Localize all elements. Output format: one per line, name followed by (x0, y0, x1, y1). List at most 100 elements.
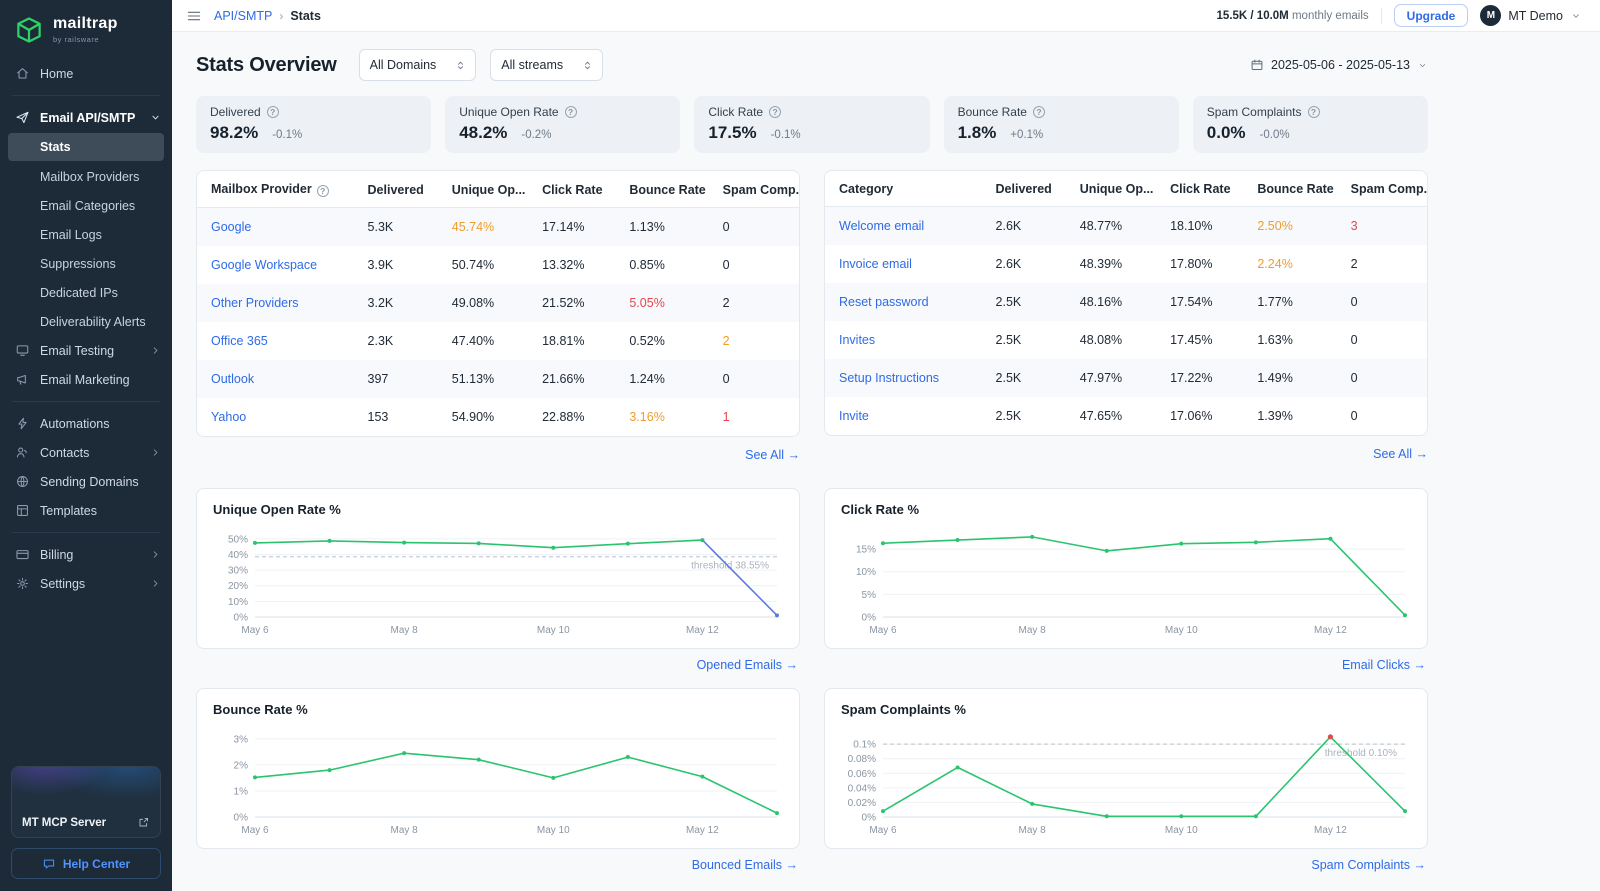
table-header-row: Category Delivered Unique Op... Click Rate B… (825, 171, 1427, 207)
table-cell: Yahoo (197, 398, 354, 436)
sidebar-item-deliverability-alerts[interactable]: Deliverability Alerts (0, 307, 172, 336)
column-header-bounce-rate: Bounce Rate (1243, 171, 1336, 207)
sidebar-item-dedicated-ips[interactable]: Dedicated IPs (0, 278, 172, 307)
sidebar-item-contacts[interactable]: Contacts (0, 438, 172, 467)
topbar-right: 15.5K / 10.0M monthly emails Upgrade M M… (1217, 4, 1582, 27)
help-icon[interactable]: ? (564, 106, 577, 118)
table-cell: 17.06% (1170, 409, 1213, 423)
table-cell: 1 (722, 410, 730, 424)
help-icon[interactable]: ? (266, 106, 279, 118)
chart-block-spam-complaints: Spam Complaints % 0% 0.02% 0.04% 0.06% 0.08% 0… (824, 688, 1428, 886)
see-all-link-email-categories[interactable]: See All → (1373, 447, 1428, 461)
row-link-welcome-email[interactable]: Welcome email (839, 219, 925, 233)
see-all-link-mailbox-providers[interactable]: See All → (745, 448, 800, 462)
sidebar-item-home[interactable]: Home (0, 59, 172, 88)
select-arrows-icon (454, 59, 467, 72)
mailbox-providers-table: Mailbox Provider? Delivered Unique Op... Cl… (196, 170, 800, 437)
help-center-button[interactable]: Help Center (11, 848, 161, 879)
chevron-down-icon (149, 111, 162, 124)
chart-canvas: 0% 5% 10% 15% May 6 May 8 May 10 May 12 (856, 534, 1407, 636)
table-cell: Invites (825, 321, 982, 359)
table-cell: Reset password (825, 283, 982, 321)
row-link-invite[interactable]: Invite (839, 409, 869, 423)
svg-text:0%: 0% (862, 813, 877, 824)
sidebar-item-stats[interactable]: Stats (8, 133, 164, 161)
date-range-picker[interactable]: 2025-05-06 - 2025-05-13 (1250, 58, 1428, 72)
mcp-server-row: MT MCP Server (22, 816, 150, 829)
chart-link-bounced-emails[interactable]: Bounced Emails → (691, 858, 798, 872)
row-link-google[interactable]: Google (211, 220, 252, 234)
brand-logo[interactable]: mailtrap by railsware (0, 0, 172, 57)
stat-delta: +0.1% (1010, 129, 1044, 141)
chevron-right-icon (149, 577, 162, 590)
row-link-google-workspace[interactable]: Google Workspace (211, 258, 318, 272)
row-link-setup-instructions[interactable]: Setup Instructions (839, 371, 940, 385)
domains-icon (15, 474, 30, 489)
breadcrumb-section[interactable]: API/SMTP (214, 8, 273, 23)
email-categories-table: Category Delivered Unique Op... Click Rate B… (824, 170, 1428, 436)
sidebar-item-email-categories[interactable]: Email Categories (0, 191, 172, 220)
chart-title: Click Rate % (841, 502, 920, 517)
billing-icon (15, 547, 30, 562)
chart-link-opened-emails[interactable]: Opened Emails → (696, 658, 798, 672)
chart-link-email-clicks[interactable]: Email Clicks → (1341, 658, 1426, 672)
help-icon[interactable]: ? (1032, 106, 1045, 118)
row-link-office-365[interactable]: Office 365 (211, 334, 268, 348)
table-cell: 17.80% (1170, 257, 1213, 271)
row-link-yahoo[interactable]: Yahoo (211, 410, 247, 424)
sidebar-item-email-testing[interactable]: Email Testing (0, 336, 172, 365)
sidebar-item-email-marketing[interactable]: Email Marketing (0, 365, 172, 394)
column-header-label: Spam Comp... (1350, 182, 1427, 196)
help-icon[interactable]: ? (1307, 106, 1320, 118)
stat-delta: -0.1% (770, 129, 801, 141)
chart-canvas: 0% 0.02% 0.04% 0.06% 0.08% 0.1% threshold 0.10… (848, 734, 1407, 836)
upgrade-button[interactable]: Upgrade (1393, 4, 1469, 27)
see-all-row: See All → (196, 446, 800, 464)
streams-select[interactable]: All streams (490, 49, 604, 81)
mcp-server-link[interactable]: MT MCP Server (11, 766, 161, 838)
table-cell: 48.08% (1079, 333, 1123, 347)
row-link-outlook[interactable]: Outlook (211, 372, 255, 386)
table-row-google-workspace: Google Workspace 3.9K 50.74% 13.32% 0.85% 0 (197, 246, 799, 284)
automations-icon (15, 416, 30, 431)
sidebar-nav: Home Email API/SMTP Stats Mailbox Providers… (0, 57, 172, 598)
sidebar-item-templates[interactable]: Templates (0, 496, 172, 525)
domains-select[interactable]: All Domains (358, 49, 477, 81)
stat-cards: Delivered? 98.2% -0.1% Unique Open Rate? 48.… (196, 96, 1428, 153)
column-header-click-rate: Click Rate (528, 171, 615, 208)
marketing-icon (15, 372, 30, 387)
chart-title: Bounce Rate % (213, 702, 308, 717)
help-icon[interactable]: ? (769, 106, 782, 118)
column-header-delivered: Delivered (354, 171, 438, 208)
table-cell: 3.9K (367, 258, 394, 272)
breadcrumb-page: Stats (290, 8, 321, 23)
sidebar-item-sending-domains[interactable]: Sending Domains (0, 467, 172, 496)
account-menu[interactable]: M MT Demo (1480, 5, 1582, 26)
row-link-invites[interactable]: Invites (839, 333, 876, 347)
contacts-icon (15, 445, 30, 460)
row-link-invoice-email[interactable]: Invoice email (839, 257, 912, 271)
sidebar-item-email-logs[interactable]: Email Logs (0, 220, 172, 249)
table-cell: 17.45% (1170, 333, 1213, 347)
table-row-setup-instructions: Setup Instructions 2.5K 47.97% 17.22% 1.49% 0 (825, 359, 1427, 397)
sidebar-item-suppressions[interactable]: Suppressions (0, 249, 172, 278)
brand-tagline: by railsware (53, 35, 100, 44)
svg-text:0%: 0% (862, 613, 877, 624)
sidebar-item-billing[interactable]: Billing (0, 540, 172, 569)
column-header-unique-op: Unique Op... (438, 171, 528, 208)
svg-text:5%: 5% (862, 590, 877, 601)
row-link-other-providers[interactable]: Other Providers (211, 296, 299, 310)
stat-label: Spam Complaints (1206, 105, 1302, 119)
svg-text:May 12: May 12 (686, 825, 719, 836)
help-icon[interactable]: ? (316, 185, 329, 197)
chart-title: Unique Open Rate % (213, 502, 341, 517)
table-cell: 0 (1350, 371, 1358, 385)
sidebar-item-settings[interactable]: Settings (0, 569, 172, 598)
sidebar-toggle-icon[interactable] (186, 8, 202, 24)
sidebar-item-mailbox-providers[interactable]: Mailbox Providers (0, 162, 172, 191)
chart-link-spam-complaints[interactable]: Spam Complaints → (1311, 858, 1426, 872)
sidebar-item-email-api-smtp[interactable]: Email API/SMTP (0, 103, 172, 132)
table-cell: 0 (1350, 333, 1358, 347)
sidebar-item-automations[interactable]: Automations (0, 409, 172, 438)
row-link-reset-password[interactable]: Reset password (839, 295, 929, 309)
